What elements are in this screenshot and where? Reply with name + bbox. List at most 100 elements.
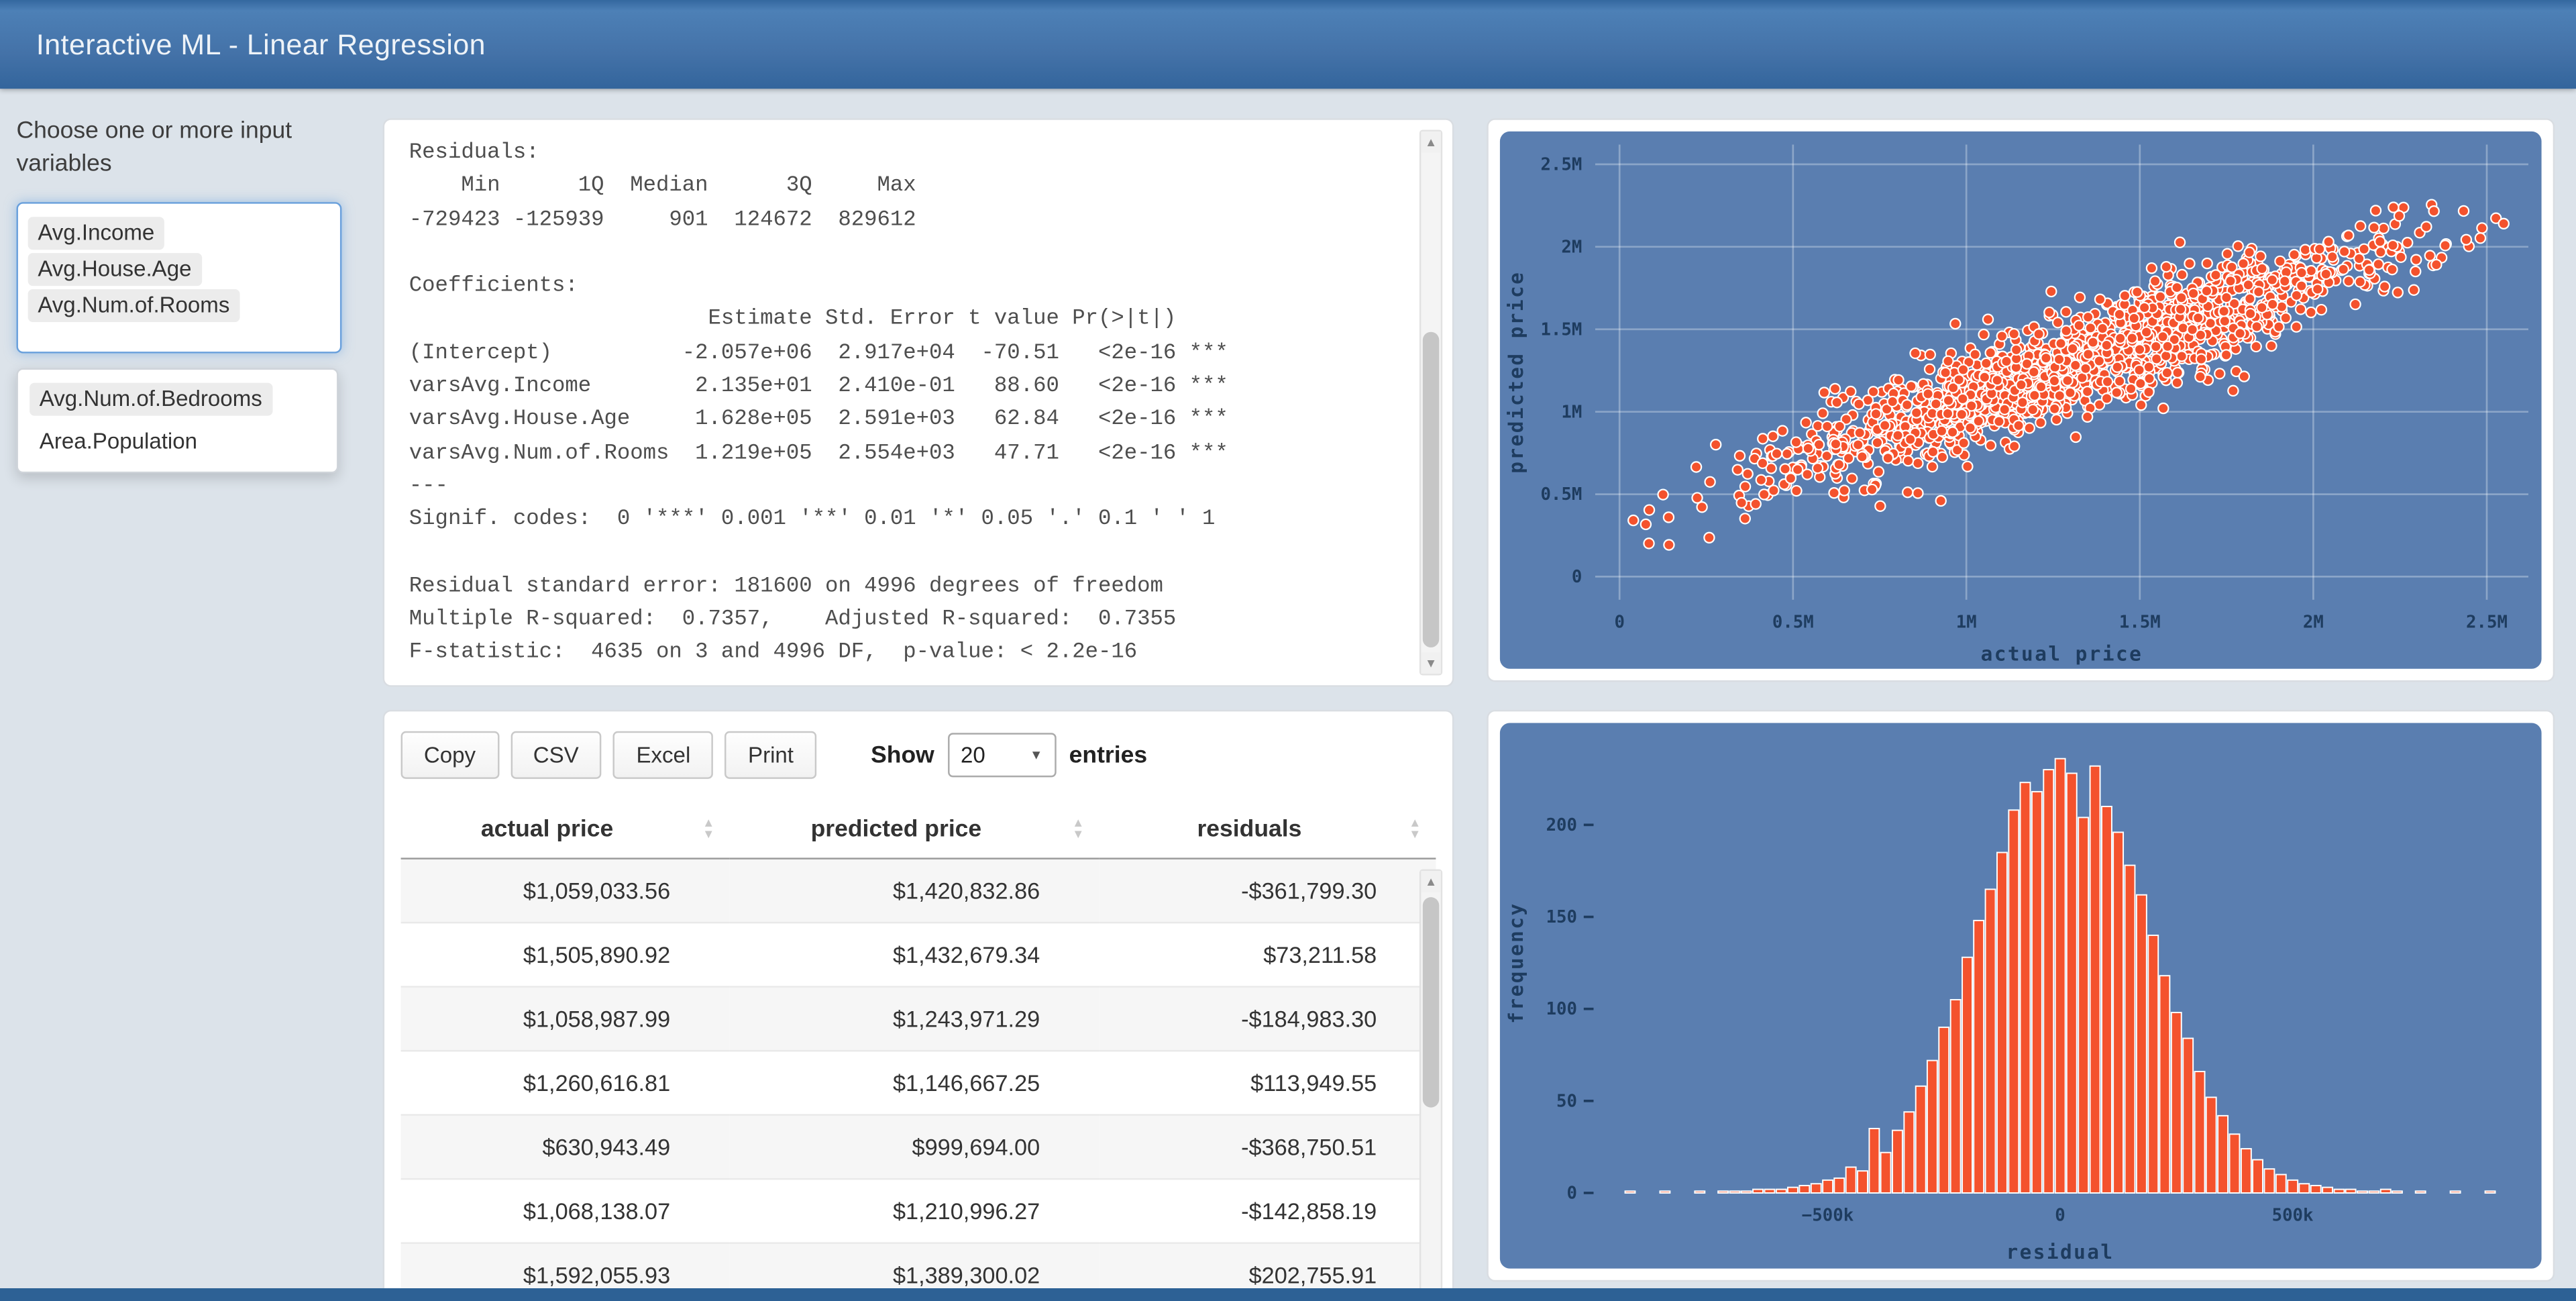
footer-bar: [0, 1288, 2576, 1301]
svg-text:0: 0: [2055, 1206, 2065, 1226]
selected-variable-label: Avg.House.Age: [28, 252, 202, 286]
svg-text:2.5M: 2.5M: [1540, 154, 1582, 174]
table-scrollbar-thumb[interactable]: [1422, 897, 1440, 1108]
svg-text:0: 0: [1614, 613, 1624, 633]
summary-scrollbar[interactable]: ▲ ▼: [1419, 129, 1443, 676]
table-row[interactable]: $630,943.49 $999,694.00 -$368,750.51: [400, 1114, 1436, 1180]
table-cell: -$361,799.30: [1099, 857, 1436, 923]
table-cell: $1,068,138.07: [400, 1178, 730, 1243]
scroll-down-icon[interactable]: ▼: [1421, 652, 1441, 674]
svg-text:200: 200: [1546, 815, 1577, 835]
variable-option-label: Avg.Num.of.Bedrooms: [30, 382, 272, 415]
svg-text:1.5M: 1.5M: [1540, 319, 1582, 340]
table-row[interactable]: $1,059,033.56 $1,420,832.86 -$361,799.30: [400, 857, 1436, 923]
sort-asc-icon: ▲: [1409, 815, 1421, 830]
table-header-row: actual price ▲ ▼ predicted price ▲ ▼ residuals…: [400, 802, 1436, 860]
table-cell: $1,260,616.81: [400, 1049, 730, 1115]
column-header-label: actual price: [480, 817, 614, 843]
export-buttons-group: Copy CSV Excel Print: [400, 731, 828, 779]
model-summary-panel: Residuals: Min 1Q Median 3Q Max -729423 …: [382, 118, 1454, 687]
dt-button-csv[interactable]: CSV: [510, 731, 602, 779]
svg-text:0.5M: 0.5M: [1772, 613, 1814, 633]
sort-icon: ▲ ▼: [702, 815, 715, 841]
page-length-select[interactable]: 20 ▼: [947, 733, 1057, 778]
svg-text:0: 0: [1572, 567, 1582, 587]
results-table-panel: Copy CSV Excel Print Show 20 ▼ entries actu…: [382, 709, 1454, 1301]
table-cell: $630,943.49: [400, 1114, 730, 1180]
column-header-predicted-price[interactable]: predicted price ▲ ▼: [729, 802, 1099, 860]
selected-variable-item[interactable]: Avg.Num.of.Rooms: [28, 289, 331, 322]
sidebar: Choose one or more input variables Avg.I…: [0, 89, 371, 1301]
svg-text:0.5M: 0.5M: [1540, 484, 1582, 505]
table-row[interactable]: $1,068,138.07 $1,210,996.27 -$142,858.19: [400, 1178, 1436, 1243]
dt-button-print[interactable]: Print: [724, 731, 817, 779]
residual-histogram-plot[interactable]: 0 50 100 150 200 −500k 0 500k residual frequency: [1499, 723, 2542, 1269]
table-cell: $1,505,890.92: [400, 921, 730, 987]
residual-histogram-svg[interactable]: 0 50 100 150 200 −500k 0 500k residual frequency: [1500, 723, 2542, 1269]
app-header: Interactive ML - Linear Regression: [0, 0, 2576, 89]
svg-text:1.5M: 1.5M: [2119, 613, 2161, 633]
page-length-control: Show 20 ▼ entries: [871, 733, 1148, 778]
app-title: Interactive ML - Linear Regression: [36, 28, 486, 61]
svg-text:500k: 500k: [2272, 1206, 2314, 1226]
show-label: Show: [871, 741, 934, 768]
svg-text:50: 50: [1556, 1091, 1577, 1111]
selected-variable-label: Avg.Income: [28, 216, 165, 250]
column-header-label: residuals: [1197, 817, 1302, 843]
scatter-plot-card: 0 0.5M 1M 1.5M 2M 2.5M 0 0.5M 1M 1.5M 2M 2.5M actual…: [1487, 118, 2555, 682]
table-cell: $1,146,667.25: [729, 1049, 1099, 1115]
svg-text:2M: 2M: [1561, 237, 1582, 257]
table-row[interactable]: $1,260,616.81 $1,146,667.25 $113,949.55: [400, 1049, 1436, 1115]
column-header-actual-price[interactable]: actual price ▲ ▼: [400, 802, 730, 860]
table-row[interactable]: $1,505,890.92 $1,432,679.34 $73,211.58: [400, 921, 1436, 987]
dt-button-copy[interactable]: Copy: [400, 731, 499, 779]
table-cell: -$184,983.30: [1099, 986, 1436, 1051]
sort-asc-icon: ▲: [1072, 815, 1085, 830]
column-header-residuals[interactable]: residuals ▲ ▼: [1099, 802, 1436, 860]
dt-button-excel[interactable]: Excel: [613, 731, 714, 779]
sort-asc-icon: ▲: [702, 815, 715, 830]
input-variables-select[interactable]: Avg.Income Avg.House.Age Avg.Num.of.Rooms: [16, 201, 342, 353]
table-cell: $113,949.55: [1099, 1049, 1436, 1115]
svg-text:1M: 1M: [1561, 402, 1582, 422]
table-cell: -$142,858.19: [1099, 1178, 1436, 1243]
entries-label: entries: [1069, 741, 1148, 768]
svg-text:2M: 2M: [2303, 613, 2324, 633]
svg-text:2.5M: 2.5M: [2466, 613, 2508, 633]
table-scrollbar[interactable]: ▲: [1419, 869, 1443, 1301]
sort-desc-icon: ▼: [1409, 826, 1421, 841]
table-cell: $1,420,832.86: [729, 857, 1099, 923]
table-body: $1,059,033.56 $1,420,832.86 -$361,799.30 $1…: [400, 857, 1436, 1301]
scatter-plot-svg[interactable]: 0 0.5M 1M 1.5M 2M 2.5M 0 0.5M 1M 1.5M 2M 2.5M actual…: [1500, 132, 2542, 669]
svg-text:−500k: −500k: [1802, 1206, 1854, 1226]
page-length-value: 20: [961, 742, 985, 768]
input-variables-label: Choose one or more input variables: [16, 118, 292, 178]
histogram-plot-card: 0 50 100 150 200 −500k 0 500k residual frequency: [1487, 709, 2555, 1282]
sort-icon: ▲ ▼: [1409, 815, 1421, 841]
svg-text:residual: residual: [2006, 1241, 2114, 1263]
table-cell: $999,694.00: [729, 1114, 1099, 1180]
chevron-down-icon: ▼: [1030, 747, 1043, 763]
table-cell: $1,210,996.27: [729, 1178, 1099, 1243]
variable-option[interactable]: Avg.Num.of.Bedrooms: [25, 377, 331, 420]
table-cell: $73,211.58: [1099, 921, 1436, 987]
svg-text:actual price: actual price: [1981, 642, 2143, 665]
selected-variable-label: Avg.Num.of.Rooms: [28, 289, 240, 322]
scroll-up-icon[interactable]: ▲: [1421, 870, 1441, 892]
input-variables-options-dropdown[interactable]: Avg.Num.of.Bedrooms Area.Population: [16, 367, 339, 473]
summary-scrollbar-thumb[interactable]: [1422, 331, 1440, 647]
svg-text:150: 150: [1546, 907, 1577, 927]
svg-text:100: 100: [1546, 999, 1577, 1019]
variable-option-label: Area.Population: [39, 428, 198, 453]
table-row[interactable]: $1,058,987.99 $1,243,971.29 -$184,983.30: [400, 986, 1436, 1051]
table-cell: $1,059,033.56: [400, 857, 730, 923]
scatter-plot[interactable]: 0 0.5M 1M 1.5M 2M 2.5M 0 0.5M 1M 1.5M 2M 2.5M actual…: [1499, 131, 2542, 669]
selected-variable-item[interactable]: Avg.Income: [28, 216, 331, 250]
model-summary-text: Residuals: Min 1Q Median 3Q Max -729423 …: [409, 140, 1228, 665]
table-cell: $1,432,679.34: [729, 921, 1099, 987]
selected-variable-item[interactable]: Avg.House.Age: [28, 252, 331, 286]
variable-option[interactable]: Area.Population: [25, 420, 331, 463]
column-header-label: predicted price: [810, 817, 982, 843]
scroll-up-icon[interactable]: ▲: [1421, 131, 1441, 153]
